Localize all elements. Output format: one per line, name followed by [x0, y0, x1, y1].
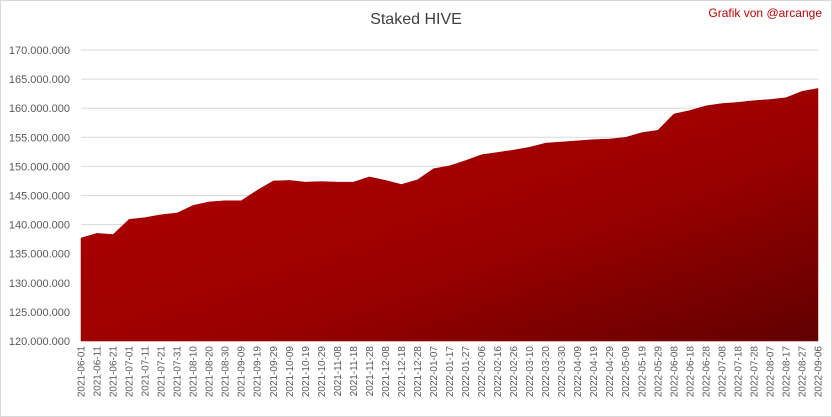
x-tick-label: 2021-08-10	[189, 346, 200, 398]
x-tick-label: 2022-08-07	[765, 346, 776, 398]
x-tick-label: 2022-07-18	[733, 346, 744, 398]
x-tick-label: 2021-06-01	[77, 346, 88, 398]
area	[80, 88, 819, 342]
y-tick-label: 165.000.000	[9, 74, 70, 86]
x-tick-label: 2022-07-28	[749, 346, 760, 398]
x-tick-label: 2022-09-06	[814, 346, 825, 398]
x-tick-label: 2022-06-28	[701, 346, 712, 398]
x-tick-label: 2022-01-27	[461, 346, 472, 398]
x-tick-label: 2022-04-09	[573, 346, 584, 398]
x-tick-label: 2021-08-30	[221, 346, 232, 398]
x-tick-label: 2022-04-29	[605, 346, 616, 398]
x-tick-label: 2021-11-18	[349, 346, 360, 397]
x-tick-label: 2021-11-28	[365, 346, 376, 397]
y-tick-label: 140.000.000	[9, 220, 70, 232]
x-tick-label: 2022-01-17	[445, 346, 456, 398]
x-tick-label: 2022-03-20	[541, 346, 552, 398]
x-tick-label: 2021-07-01	[125, 346, 136, 398]
x-tick-label: 2021-06-11	[93, 346, 104, 397]
x-tick-label: 2022-05-09	[621, 346, 632, 398]
x-tick-label: 2022-05-19	[637, 346, 648, 398]
x-tick-label: 2022-01-07	[429, 346, 440, 398]
x-tick-label: 2022-04-19	[589, 346, 600, 398]
y-tick-label: 155.000.000	[9, 132, 70, 144]
y-tick-label: 145.000.000	[9, 191, 70, 203]
x-tick-label: 2022-08-27	[797, 346, 808, 398]
x-tick-label: 2022-03-10	[525, 346, 536, 398]
x-tick-label: 2022-02-06	[477, 346, 488, 398]
y-tick-label: 170.000.000	[9, 45, 70, 57]
y-tick-label: 125.000.000	[9, 307, 70, 319]
x-tick-label: 2021-08-20	[205, 346, 216, 398]
y-tick-label: 120.000.000	[9, 336, 70, 348]
x-tick-label: 2021-11-08	[333, 346, 344, 397]
x-tick-label: 2021-07-11	[141, 346, 152, 397]
y-tick-label: 135.000.000	[9, 249, 70, 261]
chart-title: Staked HIVE	[370, 11, 462, 28]
x-tick-label: 2021-12-18	[397, 346, 408, 398]
x-tick-label: 2021-09-29	[269, 346, 280, 398]
x-tick-label: 2021-06-21	[109, 346, 120, 398]
x-tick-label: 2021-10-19	[301, 346, 312, 398]
x-tick-label: 2022-02-16	[493, 346, 504, 398]
y-tick-label: 130.000.000	[9, 278, 70, 290]
x-tick-label: 2022-07-08	[717, 346, 728, 398]
x-tick-label: 2022-06-18	[685, 346, 696, 398]
x-tick-label: 2022-05-29	[653, 346, 664, 398]
x-tick-label: 2021-10-29	[317, 346, 328, 398]
x-tick-label: 2021-10-09	[285, 346, 296, 398]
x-tick-label: 2021-07-21	[157, 346, 168, 398]
y-tick-label: 160.000.000	[9, 103, 70, 115]
x-tick-label: 2022-06-08	[669, 346, 680, 398]
x-tick-label: 2021-07-31	[173, 346, 184, 398]
x-tick-label: 2021-09-19	[253, 346, 264, 398]
x-tick-label: 2021-09-09	[237, 346, 248, 398]
x-tick-label: 2022-02-26	[509, 346, 520, 398]
annotation: Grafik von @arcange	[708, 6, 822, 20]
x-tick-label: 2022-03-30	[557, 346, 568, 398]
x-tick-label: 2021-12-28	[413, 346, 424, 398]
x-tick-label: 2021-12-08	[381, 346, 392, 398]
y-tick-label: 150.000.000	[9, 161, 70, 173]
x-tick-label: 2022-08-17	[781, 346, 792, 398]
